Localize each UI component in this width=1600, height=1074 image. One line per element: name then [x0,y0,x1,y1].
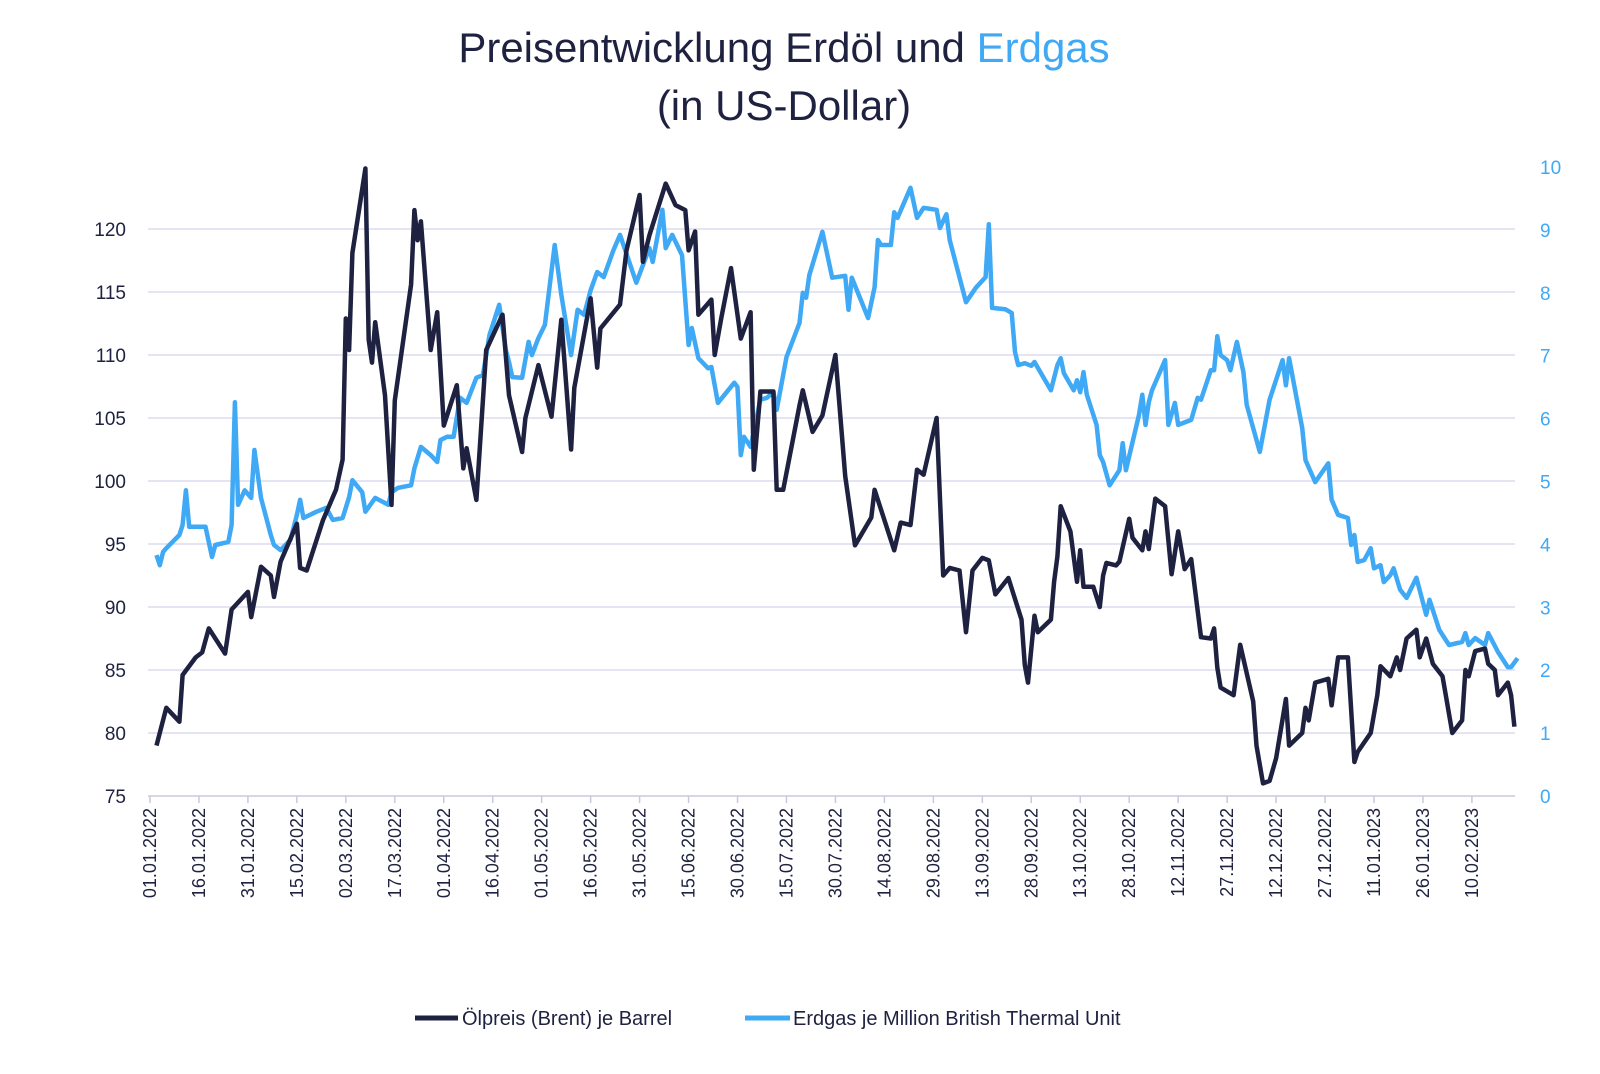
left-tick-label: 90 [105,598,126,619]
right-tick-label: 3 [1540,598,1551,619]
left-tick-label: 95 [105,535,126,556]
x-tick-label: 16.04.2022 [483,808,503,898]
x-tick-label: 16.01.2022 [189,808,209,898]
x-tick-label: 16.05.2022 [581,808,601,898]
right-tick-label: 9 [1540,221,1551,242]
legend-label-gas: Erdgas je Million British Thermal Unit [793,1008,1121,1030]
x-tick-label: 10.02.2023 [1462,808,1482,898]
left-tick-label: 115 [96,283,126,304]
x-tick-label: 30.07.2022 [825,808,845,898]
chart-title: Preisentwicklung Erdöl und Erdgas [458,24,1109,71]
legend: Ölpreis (Brent) je Barrel Erdgas je Mill… [415,1008,1121,1030]
gridlines [148,228,1515,734]
legend-label-oil: Ölpreis (Brent) je Barrel [462,1008,672,1030]
x-tick-label: 15.06.2022 [679,808,699,898]
left-tick-label: 100 [94,472,126,493]
x-tick-label: 12.11.2022 [1168,808,1188,897]
chart-subtitle: (in US-Dollar) [657,82,911,129]
series-lines [154,166,1520,786]
left-axis-ticks: 75 80 85 90 95 100 105 110 115 120 [94,220,126,808]
left-tick-label: 75 [105,787,126,808]
x-tick-label: 15.02.2022 [287,808,307,898]
x-tick-label: 28.10.2022 [1119,808,1139,898]
x-tick-label: 31.01.2022 [238,808,258,898]
left-tick-label: 110 [96,346,126,367]
x-tick-label: 30.06.2022 [728,808,748,898]
right-tick-label: 2 [1540,661,1551,682]
right-tick-label: 7 [1540,347,1551,368]
left-tick-label: 80 [105,724,126,745]
x-tick-label: 15.07.2022 [776,808,796,898]
right-tick-label: 1 [1540,724,1551,745]
x-tick-label: 14.08.2022 [874,808,894,898]
x-tick-label: 13.09.2022 [972,808,992,898]
chart-title-main: Preisentwicklung Erdöl und [458,24,965,71]
left-tick-label: 120 [94,220,126,241]
right-tick-label: 10 [1540,158,1561,179]
x-tick-label: 11.01.2023 [1364,808,1384,897]
left-tick-label: 105 [94,409,126,430]
x-axis: 01.01.2022 16.01.2022 31.01.2022 15.02.2022… [140,795,1515,898]
x-tick-label: 01.04.2022 [434,808,454,898]
x-tick-label: 12.12.2022 [1266,808,1286,898]
right-tick-label: 5 [1540,473,1551,494]
x-tick-label: 31.05.2022 [630,808,650,898]
x-tick-label: 17.03.2022 [385,808,405,898]
x-tick-label: 28.09.2022 [1021,808,1041,898]
x-tick-label: 13.10.2022 [1070,808,1090,898]
x-tick-label: 27.11.2022 [1217,808,1237,897]
right-tick-label: 0 [1540,787,1551,808]
left-tick-label: 85 [105,661,126,682]
x-tick-label: 01.05.2022 [532,808,552,898]
right-axis-ticks: 0 1 2 3 4 5 6 7 8 9 10 [1540,158,1561,808]
x-tick-label: 29.08.2022 [923,808,943,898]
right-tick-label: 6 [1540,410,1551,431]
right-tick-label: 8 [1540,284,1551,305]
gas-price-line [154,185,1520,670]
oil-price-line [154,166,1517,786]
x-tick-label: 26.01.2023 [1413,808,1433,898]
x-tick-label: 27.12.2022 [1315,808,1335,898]
x-tick-label: 02.03.2022 [336,808,356,898]
chart-title-accent: Erdgas [977,24,1110,71]
right-tick-label: 4 [1540,535,1551,556]
x-tick-label: 01.01.2022 [140,808,160,898]
